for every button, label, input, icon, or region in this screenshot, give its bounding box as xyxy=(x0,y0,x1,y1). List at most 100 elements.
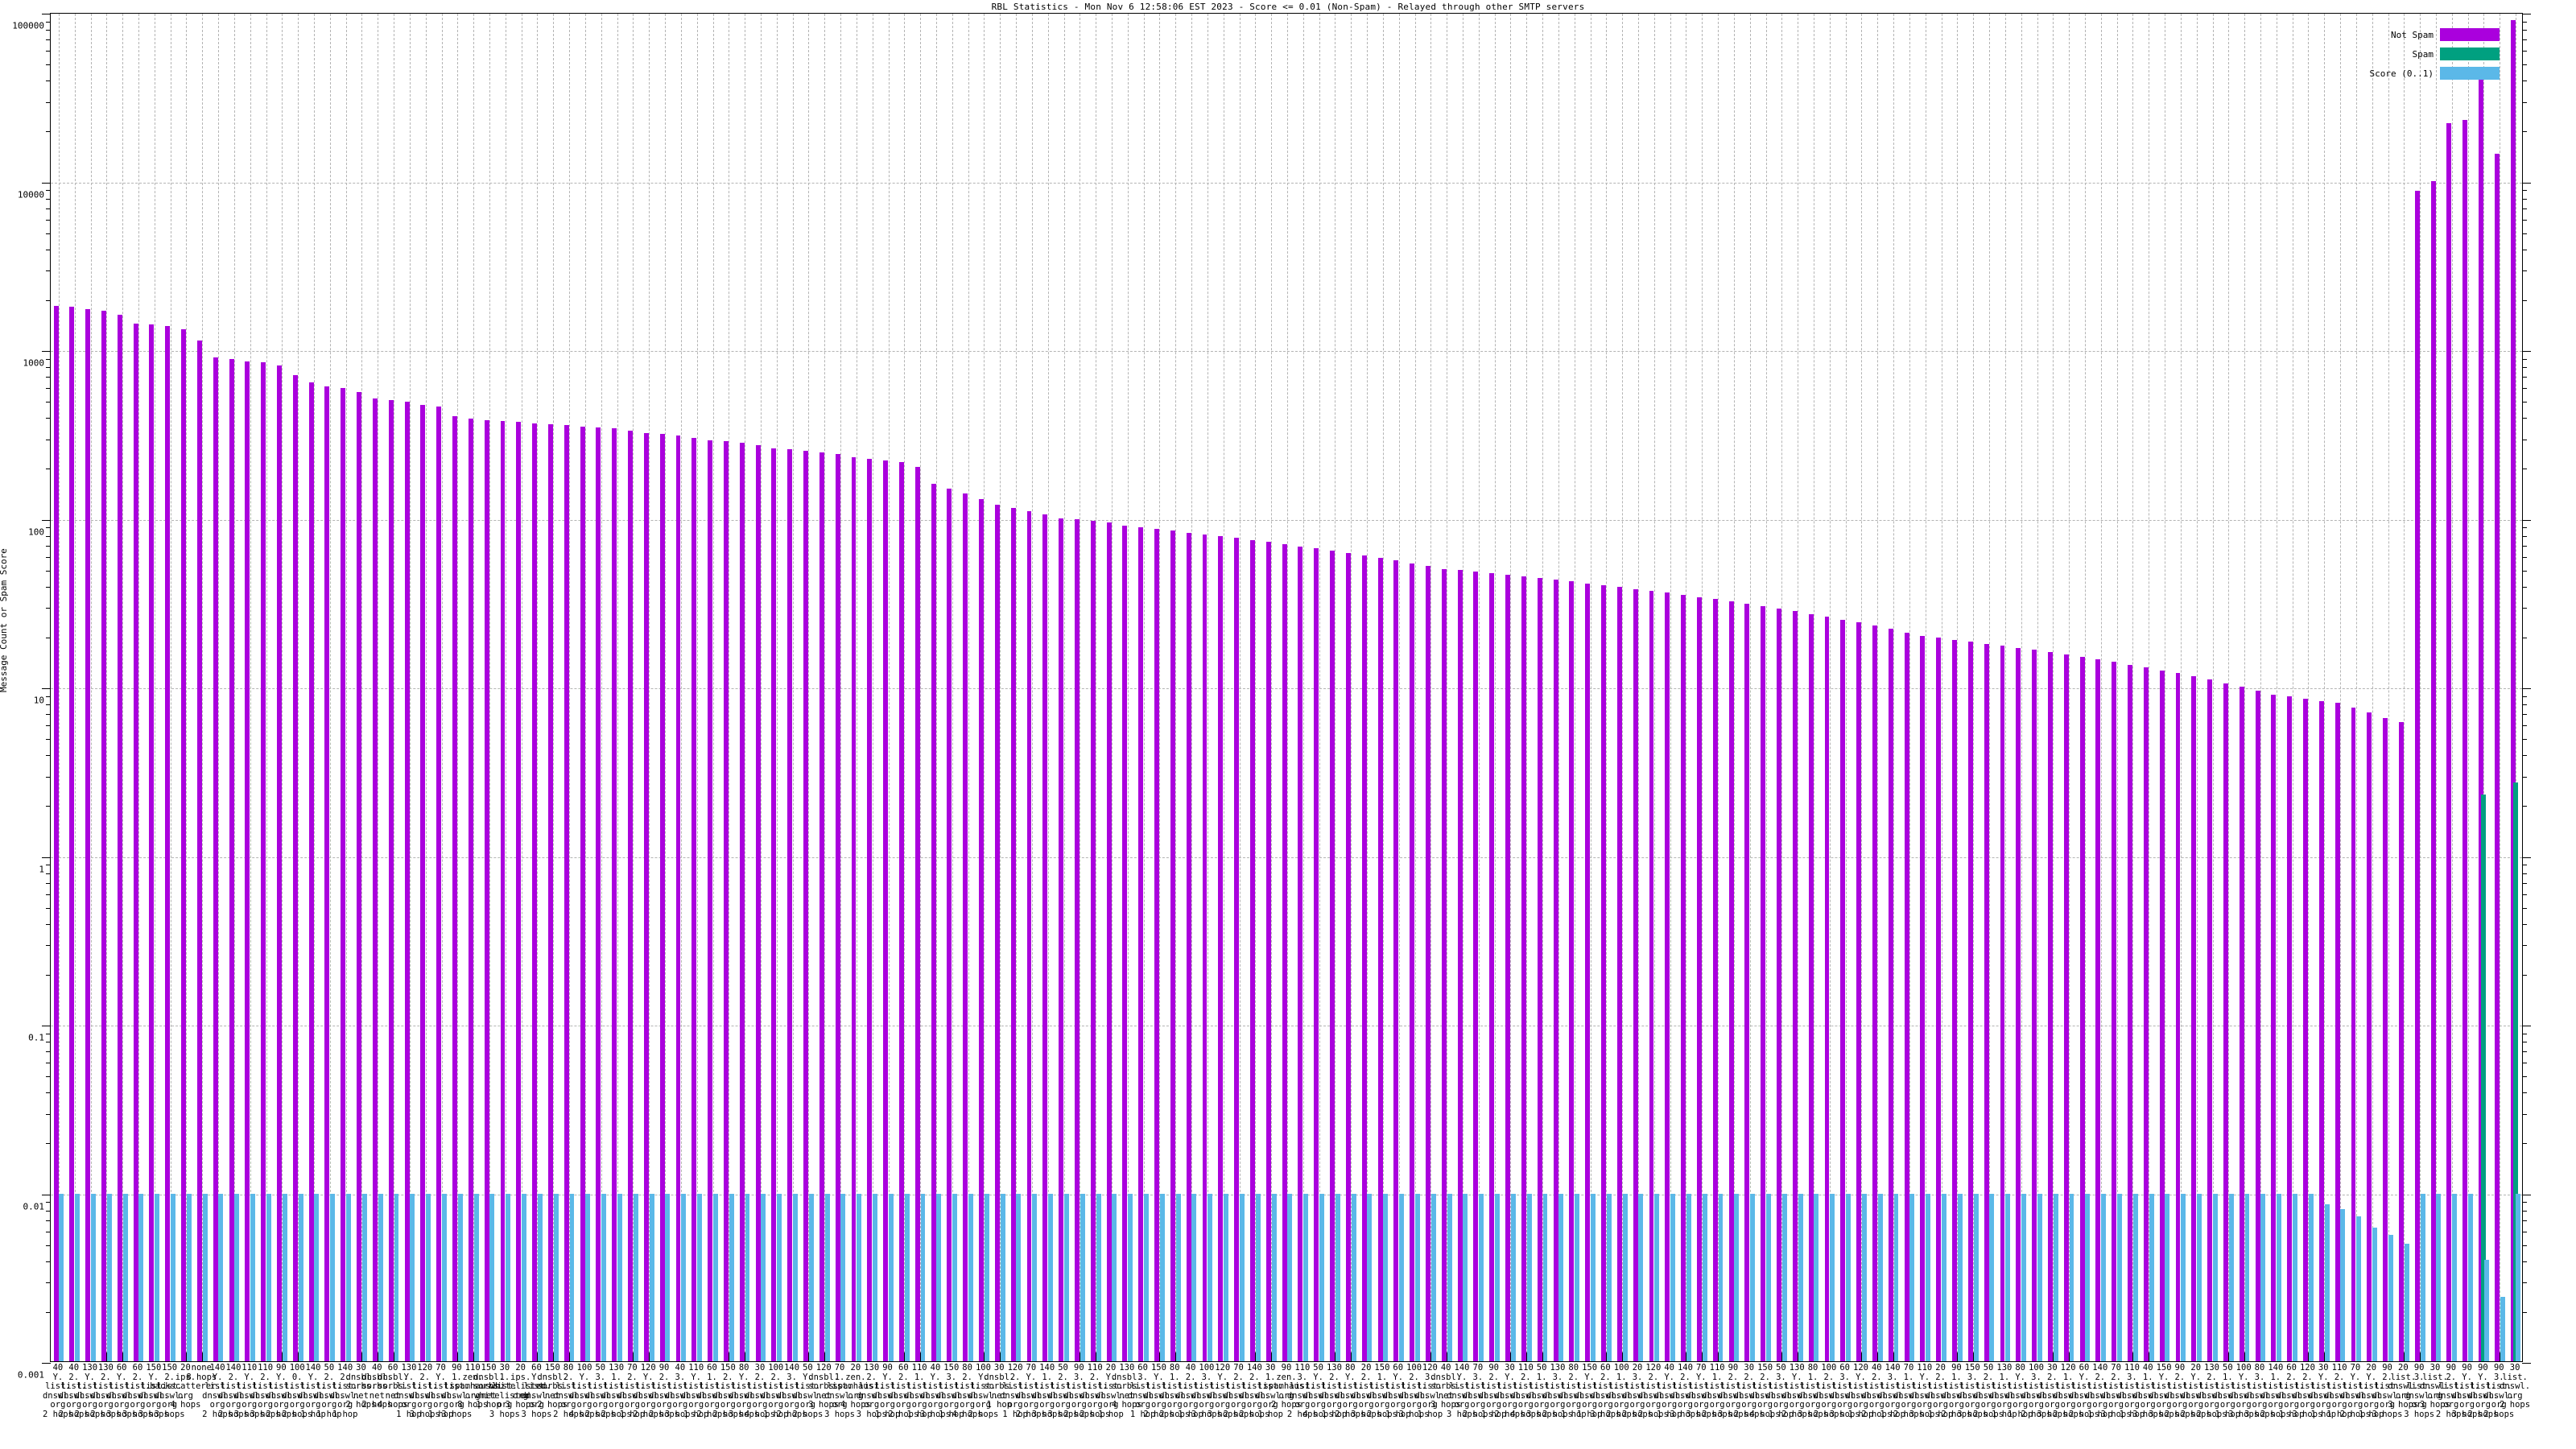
x-axis-label-line: 1 hop xyxy=(1927,1409,1954,1419)
bar-score xyxy=(2468,1194,2473,1361)
x-axis-label-line: spamhaus. xyxy=(449,1381,496,1392)
y-axis-minor-tick xyxy=(46,388,51,390)
x-axis-label-line: 130 xyxy=(1326,1363,1342,1373)
bar-not-spam xyxy=(2414,191,2420,1361)
x-axis-label-line: org xyxy=(2060,1400,2076,1410)
x-axis-tick-label: 130 3. list. dnswl. org 2 hops xyxy=(1542,1363,1573,1420)
y-axis-minor-tick xyxy=(46,1143,51,1145)
bar-not-spam xyxy=(69,307,75,1361)
x-axis-label-line: Y. xyxy=(642,1372,654,1382)
grid-line xyxy=(2420,14,2421,1361)
legend-item-3: Score (0..1) xyxy=(2298,64,2500,83)
x-axis-label-line: list. xyxy=(1927,1381,1954,1392)
x-axis-tick-label: 80 2. list. dnswl. org 4 hops xyxy=(952,1363,983,1420)
grid-line xyxy=(250,14,251,1361)
x-axis-tick-label: 80 Y. list. dnswl. org 3 hops xyxy=(729,1363,759,1420)
x-axis-label-line: org xyxy=(1693,1400,1709,1410)
bar-score xyxy=(1558,1194,1564,1361)
legend-swatch xyxy=(2440,28,2500,41)
bar-not-spam xyxy=(659,434,665,1361)
x-axis-tick-label: 150 Y. list. dnswl. org 3 hops xyxy=(2149,1363,2179,1420)
x-axis-label-line: list. xyxy=(683,1381,709,1392)
x-axis-label-line: 1 hop xyxy=(2310,1409,2337,1419)
x-axis-tick-label: 130 2. list. dnswl. org 3 hops xyxy=(857,1363,887,1420)
grid-line xyxy=(2213,14,2214,1361)
grid-line xyxy=(1399,14,1400,1361)
y-axis-minor-tick xyxy=(2522,535,2527,537)
bar-not-spam xyxy=(436,406,442,1361)
y-axis-tick-label: 0.1 xyxy=(28,1032,44,1043)
bar-not-spam xyxy=(229,358,234,1361)
x-axis-label-line: dnswl. xyxy=(2164,1390,2195,1401)
x-axis-label-line: list. xyxy=(1880,1381,1905,1392)
x-axis-label-line: 1 hop xyxy=(683,1409,709,1419)
bar-not-spam xyxy=(277,365,282,1361)
bar-not-spam xyxy=(675,435,681,1361)
grid-line xyxy=(1064,14,1065,1361)
x-axis-label-line: 3 hops xyxy=(441,1409,473,1419)
x-axis-label-line: org xyxy=(417,1400,433,1410)
x-axis-label-line: 2. xyxy=(1488,1372,1499,1382)
x-axis-label-line: dnswl. xyxy=(568,1390,600,1401)
x-axis-label-line: list. xyxy=(93,1381,119,1392)
y-axis-minor-tick xyxy=(46,907,51,909)
x-axis-label-line: 50 xyxy=(1058,1363,1068,1373)
x-axis-label-line: 2. xyxy=(1233,1372,1244,1382)
x-axis-label-line: 70 xyxy=(2350,1363,2361,1373)
x-axis-tick-label: 30 dnsbl. sorbs. net 2 hops xyxy=(346,1363,377,1410)
bar-not-spam xyxy=(357,391,362,1361)
bar-score xyxy=(1414,1194,1420,1361)
x-axis-label-line: 2 hops xyxy=(2180,1409,2211,1419)
y-axis-minor-tick xyxy=(46,535,51,537)
x-axis-label-line: list. xyxy=(1624,1381,1650,1392)
grid-line xyxy=(1973,14,1974,1361)
x-axis-label-line: list. xyxy=(1688,1381,1715,1392)
page-title: RBL Statistics - Mon Nov 6 12:58:06 EST … xyxy=(991,2,1585,12)
x-axis-label-line: 1. xyxy=(611,1372,621,1382)
x-axis-label-line: 90 xyxy=(658,1363,670,1373)
bar-not-spam xyxy=(2191,676,2197,1361)
x-axis-label-line: list. xyxy=(2071,1381,2097,1392)
x-axis-label-line: dnswl. xyxy=(1733,1390,1765,1401)
bar-not-spam xyxy=(1330,551,1335,1361)
x-axis-tick-label: 110 2. list. dnswl. org 2 hops xyxy=(1080,1363,1110,1420)
x-axis-tick-label: 30 2. list. dnswl. org 2 hops xyxy=(1733,1363,1765,1420)
x-axis-label-line: org xyxy=(1374,1400,1390,1410)
x-axis-label-line: net xyxy=(1119,1390,1135,1401)
x-axis-tick-label: 110 3. list. dnswl. org 2 hops xyxy=(1287,1363,1318,1420)
bar-score xyxy=(840,1194,846,1361)
x-axis-label-line: list. xyxy=(1417,1381,1443,1392)
x-axis-label-line: 120 xyxy=(417,1363,433,1373)
y-axis-minor-tick xyxy=(46,739,51,741)
x-axis-label-line: net xyxy=(544,1390,560,1401)
x-axis-label-line: org xyxy=(321,1400,337,1410)
x-axis-tick xyxy=(1606,1352,1607,1361)
x-axis-label-line: 2. xyxy=(228,1372,239,1382)
x-axis-label-line: 2. xyxy=(898,1372,909,1382)
x-axis-tick-label: 140 2. list. dnswl. org 1 hop xyxy=(330,1363,361,1420)
x-axis-label-line: 80 xyxy=(1807,1363,1818,1373)
x-axis-label-line: list. xyxy=(1768,1381,1794,1392)
x-axis-label-line: dnswl. xyxy=(680,1390,712,1401)
y-axis-minor-tick xyxy=(46,377,51,378)
x-axis-label-line: org xyxy=(1948,1400,1964,1410)
grid-line xyxy=(1159,14,1160,1361)
grid-line xyxy=(266,14,267,1361)
x-axis-label-line: Y. xyxy=(1313,1372,1323,1382)
x-axis-label-line: list. xyxy=(523,1381,550,1392)
x-axis-tick xyxy=(1973,1352,1974,1361)
x-axis-tick-label: 120 dnsbl. sorbs. net 3 hops xyxy=(808,1363,839,1410)
x-axis-tick-label: 30 Y. list. dnswl. org 2 hops xyxy=(1495,1363,1525,1420)
x-axis-tick-label: 90 3. list. dnswl. org 2 hops xyxy=(2483,1363,2514,1420)
x-axis-label-line: 40 xyxy=(1664,1363,1674,1373)
x-axis-label-line: 1. xyxy=(2062,1372,2074,1382)
x-axis-label-line: 2. xyxy=(2302,1372,2313,1382)
y-axis-minor-tick xyxy=(2522,418,2527,419)
x-axis-tick-label: 60 Y. list. dnswl. org 3 hops xyxy=(522,1363,552,1420)
x-axis-label-line: 60 xyxy=(1137,1363,1148,1373)
x-axis-label-line: 2. xyxy=(1760,1372,1770,1382)
x-axis-label-line: 100 xyxy=(1406,1363,1422,1373)
x-axis-label-line: list. xyxy=(1178,1381,1203,1392)
x-axis-label-line: 3 hops xyxy=(1909,1409,1940,1419)
bar-not-spam xyxy=(643,432,649,1361)
